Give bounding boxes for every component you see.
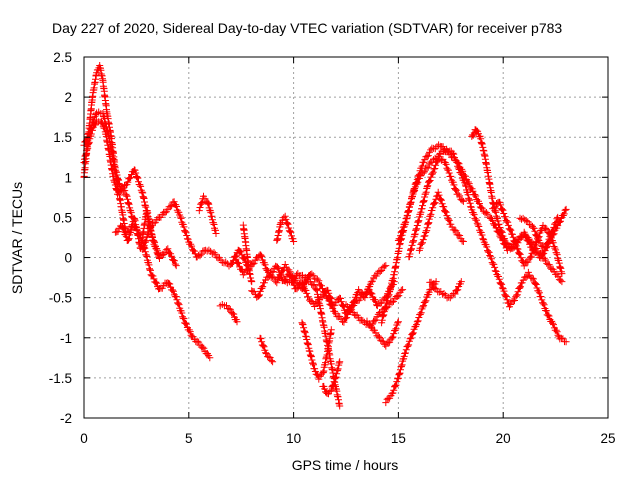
series-arc-10	[248, 262, 390, 317]
y-tick-label: 0	[64, 251, 72, 266]
plus-markers	[363, 317, 402, 350]
series-arc-13	[281, 269, 344, 410]
series-arc-15	[319, 358, 344, 398]
plot-frame	[83, 56, 609, 419]
plus-markers	[415, 188, 467, 254]
plus-markers	[319, 358, 344, 398]
y-tick-label: 2.5	[53, 50, 72, 65]
chart-title: Day 227 of 2020, Sidereal Day-to-day VTE…	[52, 20, 562, 36]
x-tick-label: 15	[391, 431, 406, 446]
y-axis-label: SDTVAR / TECUs	[9, 182, 25, 294]
series-arc-22	[415, 188, 467, 254]
series-arc-11	[256, 334, 277, 366]
data-markers	[80, 62, 570, 410]
plus-markers	[382, 278, 440, 407]
plus-markers	[516, 213, 562, 255]
plus-markers	[298, 319, 335, 383]
plus-markers	[216, 301, 241, 326]
plus-markers	[426, 278, 465, 302]
x-axis-label: GPS time / hours	[292, 457, 399, 473]
plus-markers	[239, 221, 256, 286]
series-arc-2	[80, 116, 163, 262]
series-arc-6	[195, 192, 220, 237]
plus-markers	[273, 212, 298, 245]
series-arc-19	[382, 278, 440, 407]
series-arc-21	[405, 145, 570, 346]
x-tick-label: 5	[185, 431, 193, 446]
y-tick-label: 0.5	[53, 210, 72, 225]
y-tick-label: 2	[64, 90, 72, 105]
plus-markers	[405, 145, 570, 346]
y-tick-label: 1	[64, 170, 72, 185]
series-arc-26	[516, 213, 562, 255]
series-arc-9	[239, 221, 256, 286]
plus-markers	[248, 262, 390, 317]
y-tick-label: -2	[60, 411, 72, 426]
plus-markers	[281, 269, 344, 410]
series-arc-12	[273, 212, 298, 245]
series-arc-23	[426, 278, 465, 302]
x-tick-label: 0	[80, 431, 88, 446]
series-arc-17	[363, 317, 402, 350]
y-tick-label: -1.5	[49, 371, 72, 386]
plus-markers	[195, 192, 220, 237]
y-tick-label: 1.5	[53, 130, 72, 145]
plus-markers	[256, 334, 277, 366]
series-arc-14	[298, 319, 335, 383]
x-tick-label: 10	[286, 431, 301, 446]
y-tick-label: -1	[60, 331, 72, 346]
y-tick-label: -0.5	[49, 291, 72, 306]
series-arc-24	[468, 126, 566, 286]
series-arc-5	[139, 198, 251, 270]
plus-markers	[80, 116, 163, 262]
x-tick-label: 25	[600, 431, 615, 446]
x-tick-label: 20	[496, 431, 511, 446]
plus-markers	[468, 126, 566, 286]
axis-ticks: 0 5 10 15 20 25 -2 -1.5 -1 -0.5 0 0.5 1 1.5 2 2.5	[49, 50, 616, 446]
plus-markers	[139, 198, 251, 270]
series-arc-7	[216, 301, 241, 326]
